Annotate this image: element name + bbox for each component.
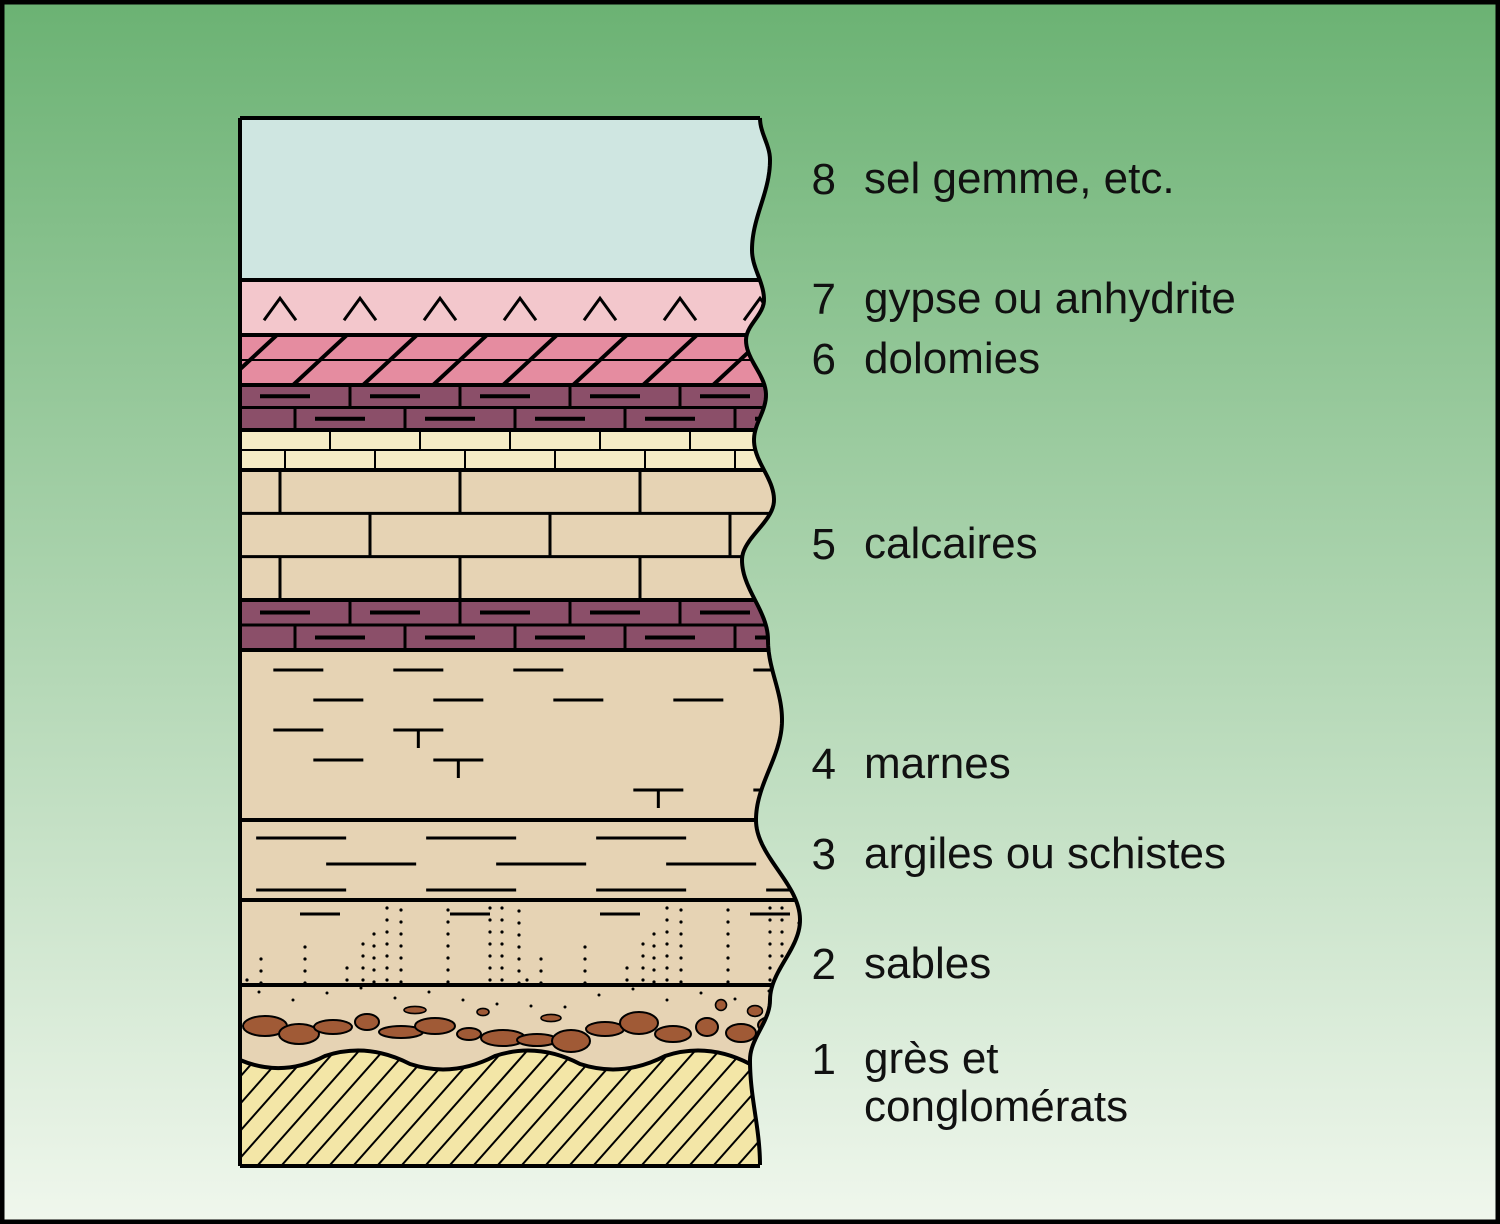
stratigraphy-svg [0, 0, 1500, 1224]
legend-number: 7 [800, 275, 836, 325]
legend-number: 6 [800, 335, 836, 385]
layers-group [240, 118, 800, 1166]
legend-label: sables [864, 940, 991, 988]
legend-label: sel gemme, etc. [864, 155, 1175, 203]
legend-row-3: 3 argiles ou schistes [800, 830, 1226, 880]
legend-label: dolomies [864, 335, 1040, 383]
legend-row-1: 1 grès et conglomérats [800, 1035, 1128, 1132]
legend-row-6: 6 dolomies [800, 335, 1040, 385]
legend-number: 5 [800, 520, 836, 570]
layer-sel-gemme [240, 118, 770, 280]
layer-marnes [240, 650, 782, 820]
legend-row-4: 4 marnes [800, 740, 1011, 790]
legend-label: calcaires [864, 520, 1038, 568]
layer-calcaires [240, 470, 774, 600]
diagram-container: 8 sel gemme, etc. 7 gypse ou anhydrite 6 dolo… [0, 0, 1500, 1224]
legend-label: grès et conglomérats [864, 1035, 1128, 1132]
legend-row-2: 2 sables [800, 940, 991, 990]
legend-number: 3 [800, 830, 836, 880]
legend-number: 4 [800, 740, 836, 790]
layer-argiles [240, 820, 796, 900]
legend-number: 8 [800, 155, 836, 205]
legend-number: 2 [800, 940, 836, 990]
legend-label: gypse ou anhydrite [864, 275, 1236, 323]
legend-label: argiles ou schistes [864, 830, 1226, 878]
legend-label: marnes [864, 740, 1011, 788]
legend-number: 1 [800, 1035, 836, 1085]
legend-row-7: 7 gypse ou anhydrite [800, 275, 1236, 325]
legend-row-5: 5 calcaires [800, 520, 1038, 570]
legend-row-8: 8 sel gemme, etc. [800, 155, 1175, 205]
